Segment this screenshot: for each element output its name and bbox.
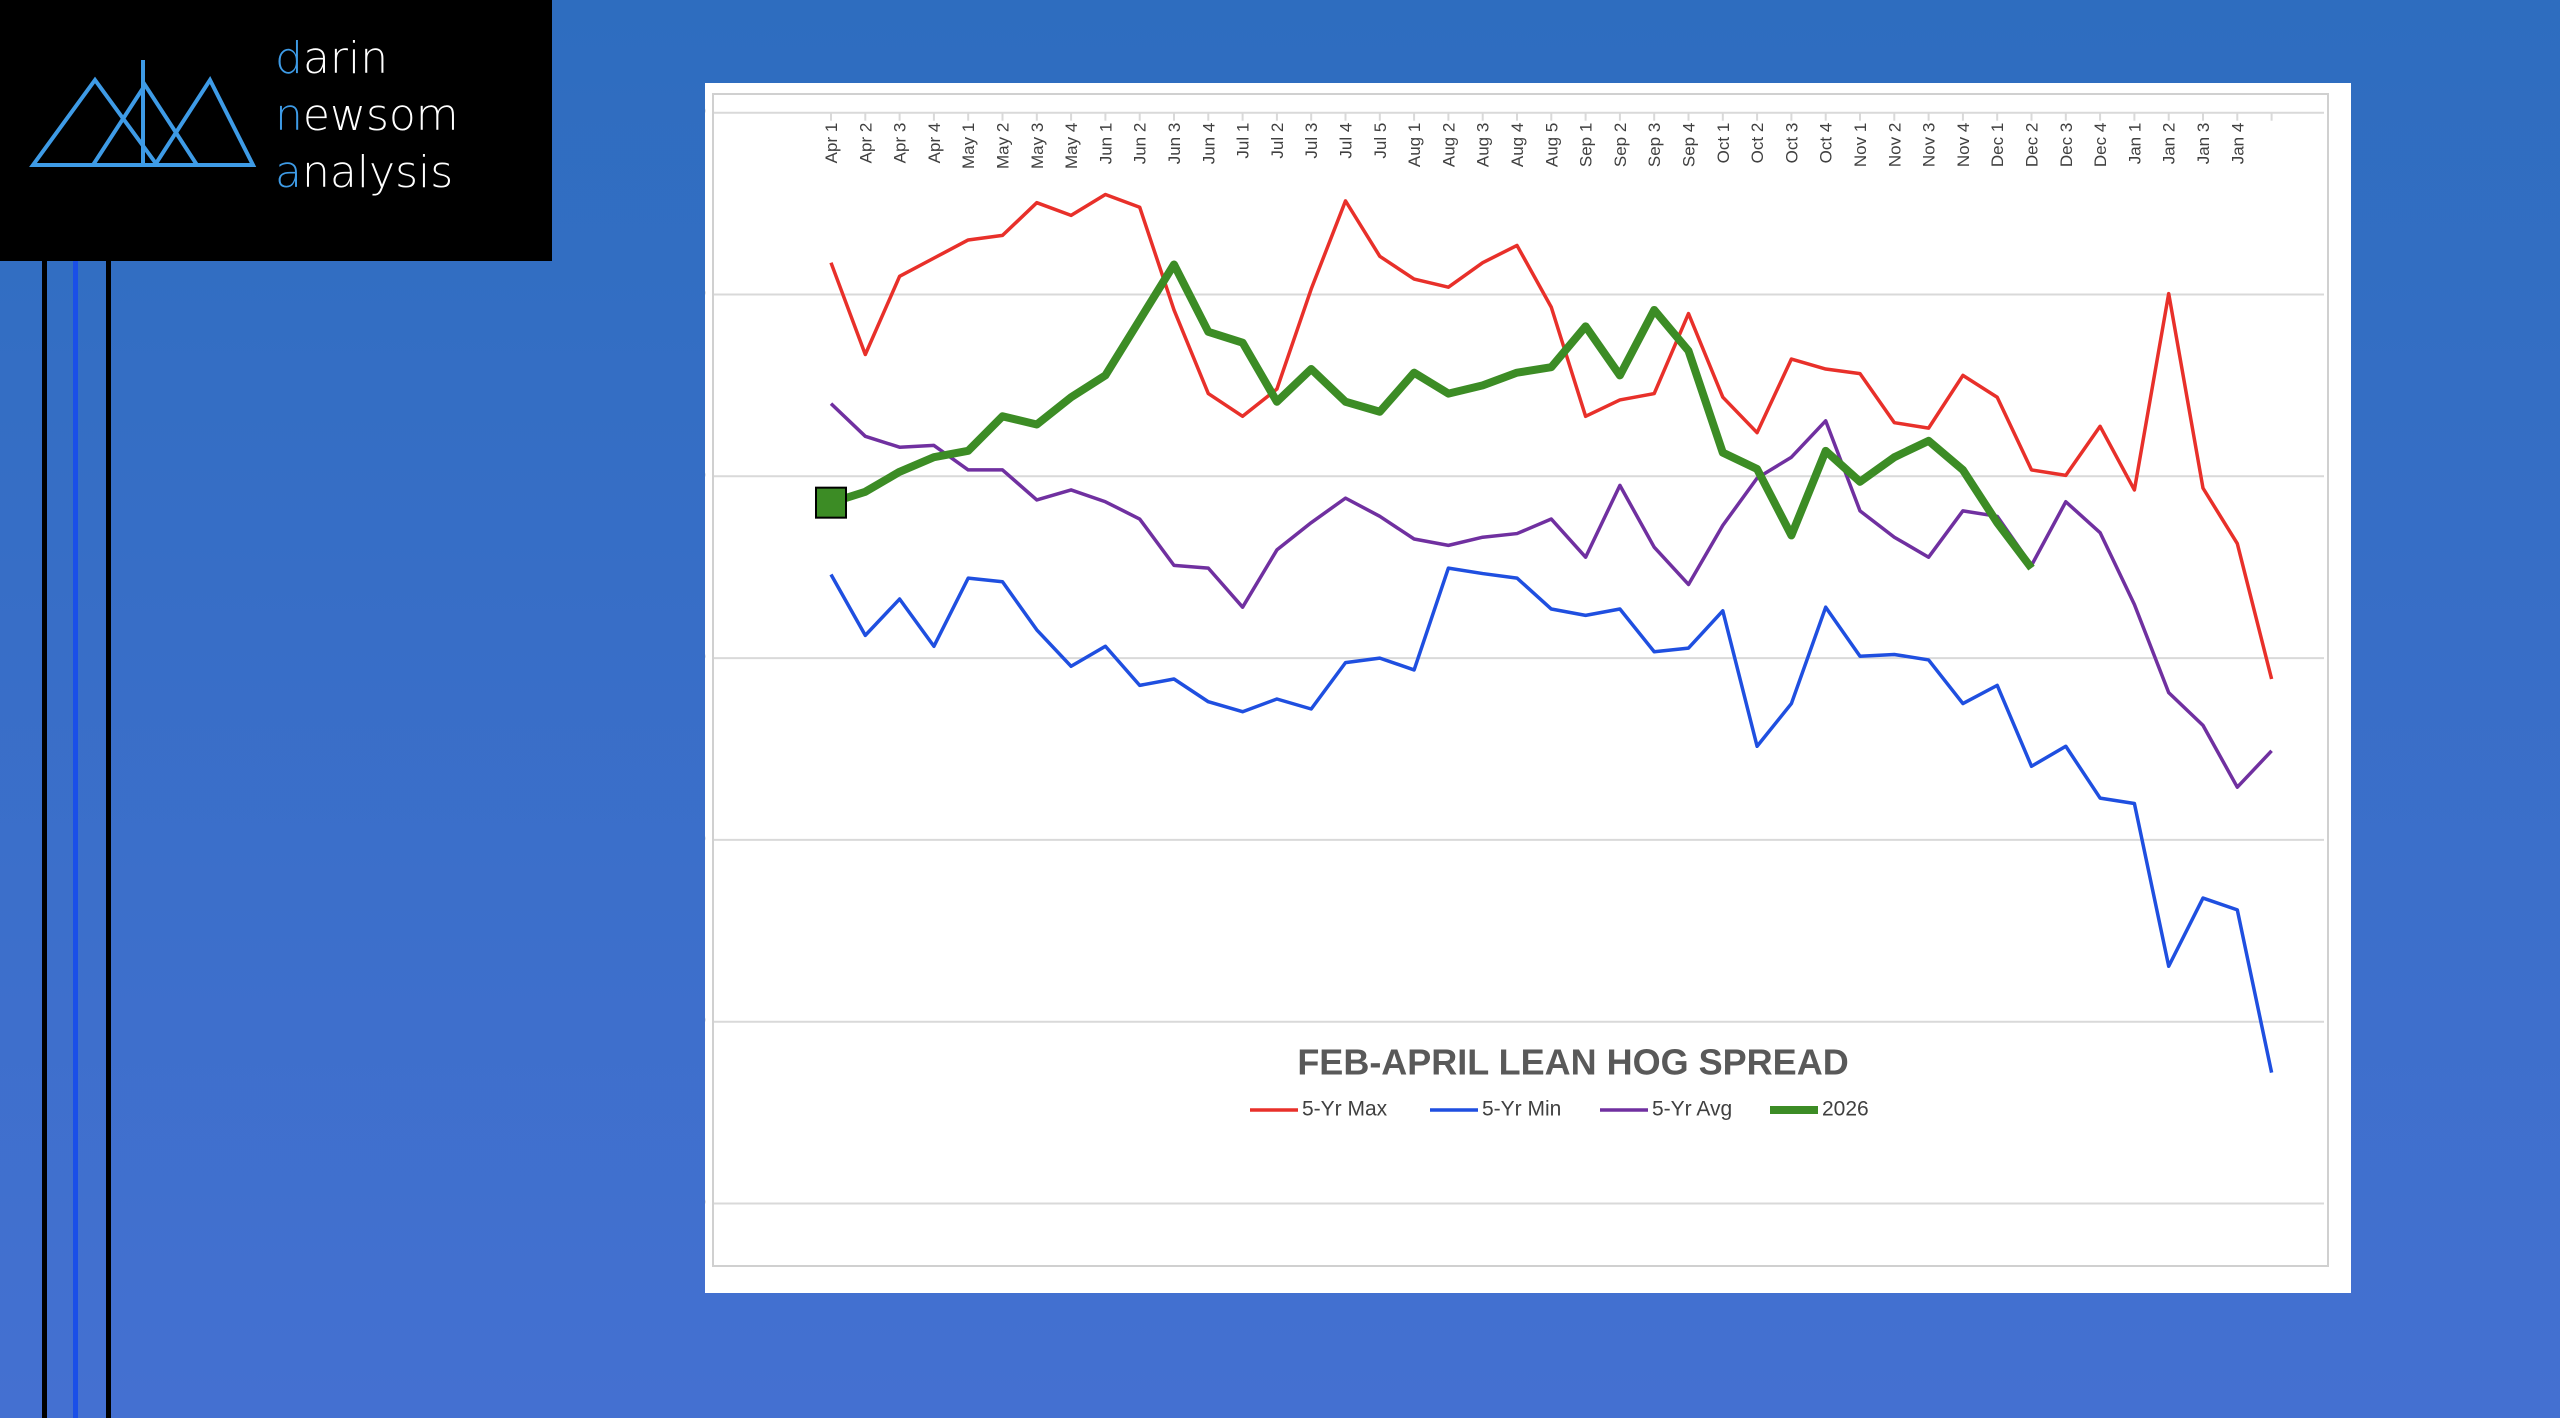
series-marker xyxy=(815,486,847,519)
legend-label: 5-Yr Min xyxy=(1482,1098,1561,1121)
x-tick-label: Nov 1 xyxy=(1851,123,1870,167)
legend-label: 2026 xyxy=(1822,1098,1869,1121)
x-tick-label: Jul 2 xyxy=(1268,123,1287,159)
logo-line: newsom xyxy=(275,90,459,141)
x-tick-label: Jan 3 xyxy=(2194,123,2213,165)
decor-line xyxy=(42,261,47,1418)
x-tick-label: Sep 4 xyxy=(1680,123,1699,167)
x-tick-label: May 4 xyxy=(1062,123,1081,169)
x-tick-label: Dec 2 xyxy=(2023,123,2042,167)
logo-icon xyxy=(29,60,257,167)
x-tick-label: May 1 xyxy=(959,123,978,169)
logo-text: darin newsom analysis xyxy=(275,30,459,201)
x-tick-label: Jun 2 xyxy=(1131,123,1150,165)
x-tick-label: Oct 1 xyxy=(1714,123,1733,164)
x-tick-label: Jul 5 xyxy=(1371,123,1390,159)
x-tick-label: Aug 2 xyxy=(1439,123,1458,167)
x-tick-label: Oct 2 xyxy=(1748,123,1767,164)
legend-label: 5-Yr Avg xyxy=(1652,1098,1732,1121)
x-tick-label: Apr 3 xyxy=(891,123,910,164)
x-tick-label: Jun 4 xyxy=(1199,123,1218,165)
chart-panel: FEB-APRIL LEAN HOG SPREAD $0.00 -$2.00 -$4… xyxy=(642,83,2351,1293)
y-tick-label: -$12.00 xyxy=(705,1193,706,1214)
x-tick-label: Sep 1 xyxy=(1577,123,1596,167)
logo-line: darin xyxy=(275,33,389,84)
series-line xyxy=(829,192,2274,680)
x-tick-label: Jun 3 xyxy=(1165,123,1184,165)
x-tick-label: Jul 4 xyxy=(1337,123,1356,159)
x-tick-label: Oct 4 xyxy=(1817,123,1836,164)
y-tick-label: $0.00 xyxy=(705,102,706,123)
chart: FEB-APRIL LEAN HOG SPREAD $0.00 -$2.00 -$4… xyxy=(642,93,2329,1267)
x-tick-label: May 3 xyxy=(1028,123,1047,169)
decor-line xyxy=(106,261,111,1418)
x-tick-label: Nov 4 xyxy=(1954,123,1973,167)
chart-title: FEB-APRIL LEAN HOG SPREAD xyxy=(1297,1042,1848,1083)
x-tick-label: Jan 2 xyxy=(2160,123,2179,165)
x-tick-label: Sep 2 xyxy=(1611,123,1630,167)
x-tick-label: Jul 1 xyxy=(1234,123,1253,159)
x-tick-label: Jan 1 xyxy=(2125,123,2144,165)
x-tick-label: Oct 3 xyxy=(1782,123,1801,164)
x-tick-label: Aug 4 xyxy=(1508,123,1527,167)
y-tick-label: -$6.00 xyxy=(705,647,706,668)
decor-line xyxy=(73,261,78,1418)
logo: darin newsom analysis xyxy=(0,0,552,261)
legend-label: 5-Yr Max xyxy=(1302,1098,1388,1121)
x-tick-label: Dec 1 xyxy=(1988,123,2007,167)
x-tick-label: Dec 4 xyxy=(2091,123,2110,167)
plot-frame xyxy=(712,93,2329,1267)
x-tick-label: Jun 1 xyxy=(1096,123,1115,165)
x-tick-label: Nov 3 xyxy=(1920,123,1939,167)
y-tick-label: -$8.00 xyxy=(705,829,706,850)
y-tick-label: -$10.00 xyxy=(705,1011,706,1032)
y-tick-label: -$2.00 xyxy=(705,284,706,305)
x-tick-label: Aug 5 xyxy=(1542,123,1561,167)
x-tick-label: Aug 3 xyxy=(1474,123,1493,167)
x-tick-label: Sep 3 xyxy=(1645,123,1664,167)
x-tick-label: Apr 4 xyxy=(925,123,944,164)
x-tick-label: Jul 3 xyxy=(1302,123,1321,159)
series-line xyxy=(829,260,2035,571)
y-tick-label: -$4.00 xyxy=(705,465,706,486)
logo-line: analysis xyxy=(275,147,454,198)
x-tick-label: Jan 4 xyxy=(2228,123,2247,165)
x-tick-label: Dec 3 xyxy=(2057,123,2076,167)
x-tick-label: Aug 1 xyxy=(1405,123,1424,167)
x-tick-label: Apr 1 xyxy=(822,123,841,164)
x-tick-label: Nov 2 xyxy=(1885,123,1904,167)
series-line xyxy=(829,566,2274,1073)
x-tick-label: Apr 2 xyxy=(856,123,875,164)
x-tick-label: May 2 xyxy=(994,123,1013,169)
